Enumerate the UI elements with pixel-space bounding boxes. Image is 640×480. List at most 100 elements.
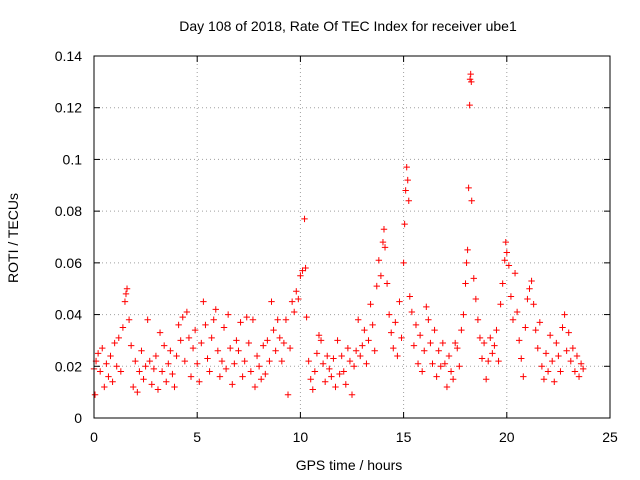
data-point [109,378,116,385]
data-point [222,365,230,373]
data-point [551,378,558,385]
data-point [447,368,455,375]
x-tick-label: 20 [499,429,515,445]
data-point [421,347,428,354]
data-point [334,337,341,344]
data-point [493,326,500,334]
data-point [179,313,186,321]
data-point [518,355,525,362]
data-point [569,344,577,352]
data-point [328,373,335,380]
data-point [185,334,193,342]
data-point [305,357,312,365]
data-point [553,339,560,347]
data-point [270,326,277,334]
data-point [470,275,477,282]
data-point [565,329,572,336]
data-point [464,246,471,254]
y-tick-label: 0.08 [55,203,82,219]
data-point [487,334,494,342]
data-point [458,326,465,334]
data-point [443,383,451,391]
x-tick-label: 25 [602,429,618,445]
data-point [406,293,413,300]
data-point [216,373,224,380]
data-point [167,347,174,354]
data-point [94,350,102,357]
data-point [315,332,323,339]
data-point [264,337,271,344]
data-point [499,280,506,287]
data-point [445,352,453,360]
data-point [208,334,215,342]
data-point [573,352,581,360]
y-tick-label: 0.1 [63,151,83,167]
data-point [113,363,120,370]
data-point [575,373,583,380]
data-point [536,319,544,326]
data-point [394,352,401,360]
data-point [301,215,308,223]
data-point [412,321,420,329]
data-point [183,308,191,316]
data-point [200,298,207,305]
data-point [460,311,467,318]
data-point [468,197,475,204]
data-point [462,280,469,287]
data-point [427,339,434,347]
data-point [357,352,364,360]
data-point [220,324,228,331]
data-point [530,301,537,308]
data-point [375,257,383,264]
data-point [291,308,298,316]
data-point [485,357,492,365]
data-point [144,316,151,323]
data-point [336,370,343,378]
data-point [380,226,388,233]
data-point [408,308,416,316]
data-point [278,357,286,365]
data-point [495,357,502,365]
data-point [465,184,472,192]
data-point [266,357,273,365]
data-point [441,360,449,367]
data-point [515,337,523,344]
data-point [132,357,139,365]
data-point [579,365,587,373]
data-point [534,344,541,352]
data-point [456,363,463,370]
data-point [326,365,333,373]
data-point [363,360,370,367]
data-point [480,339,488,347]
data-point [571,368,579,375]
data-point [317,337,325,344]
data-point [437,363,444,370]
data-point [156,329,164,336]
data-point [452,339,459,347]
x-tick-label: 10 [293,429,309,445]
data-point [206,368,213,375]
data-point [142,363,149,370]
tick-labels: 0 5 10 15 20 25 0 0.02 0.04 0.06 0.08 0.1 0.12 0.14 [55,48,618,445]
data-point [123,285,131,292]
data-point [196,378,203,385]
data-point [418,368,426,375]
data-point [526,285,533,292]
y-tick-label: 0.06 [55,255,82,271]
data-point [522,324,529,331]
data-point [212,306,219,313]
data-point [371,347,378,354]
data-point [561,311,568,318]
data-point [284,391,292,398]
data-point [163,378,170,385]
data-point [146,357,153,365]
data-point [247,368,255,375]
data-point [478,355,486,362]
data-point [311,368,319,375]
data-point [243,313,250,321]
data-point [557,368,564,375]
data-point [344,344,352,352]
data-point [373,282,380,290]
data-point [224,311,232,318]
